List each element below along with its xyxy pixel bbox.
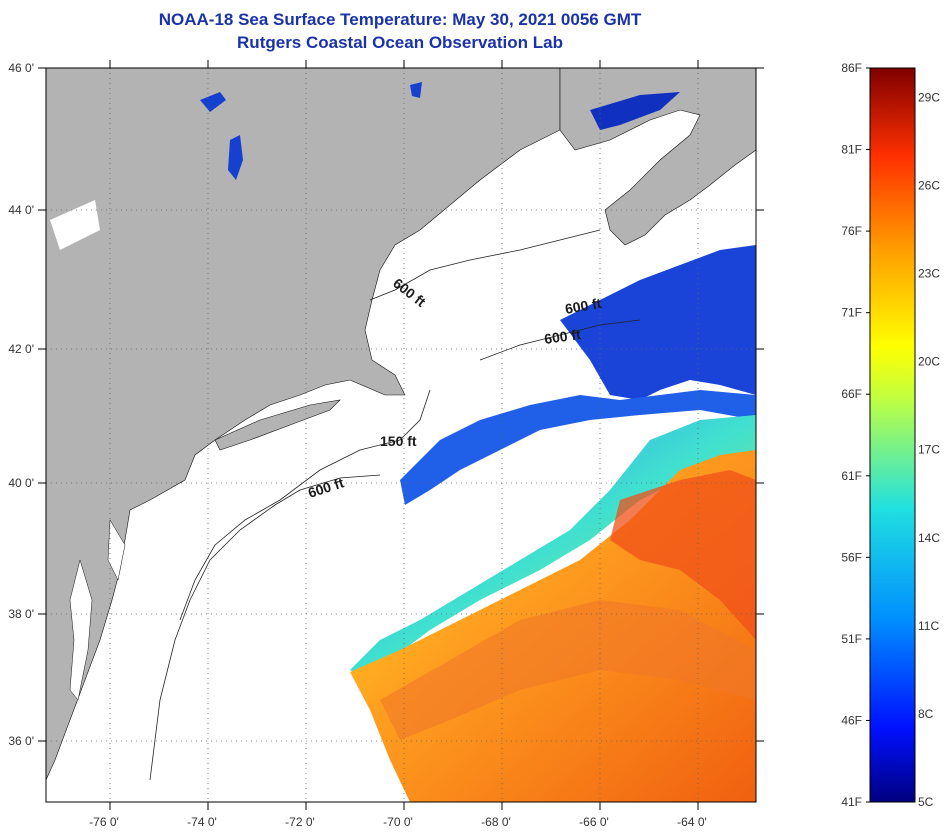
colorbar-c-label: 26C: [918, 178, 940, 192]
colorbar-f-label: 56F: [841, 550, 862, 564]
lon-label: -68 0': [481, 815, 511, 829]
white-inland-1: [50, 200, 100, 250]
colorbar-c-label: 11C: [918, 619, 939, 633]
colorbar-c-label: 29C: [918, 90, 940, 104]
land-us-mainland: [46, 68, 561, 781]
map-subtitle: Rutgers Coastal Ocean Observation Lab: [237, 33, 563, 52]
contour-150ft: [179, 389, 431, 621]
lon-label: -76 0': [89, 815, 119, 829]
sst-warm-core: [610, 470, 756, 640]
sst-cold-bay-of-fundy: [590, 92, 680, 130]
colorbar-f-label: 76F: [841, 224, 862, 238]
lon-label: -72 0': [285, 815, 315, 829]
lake-small: [410, 82, 422, 98]
lon-label: -64 0': [677, 815, 707, 829]
contour-label: 600 ft: [543, 326, 582, 347]
contour-label: 600 ft: [564, 295, 603, 317]
contour-600ft-gom: [369, 229, 601, 301]
map-title: NOAA-18 Sea Surface Temperature: May 30,…: [158, 10, 642, 29]
sst-cold-georges: [560, 245, 756, 400]
lat-label: 40 0': [8, 476, 34, 490]
land-long-island: [214, 399, 341, 451]
lat-label: 42 0': [8, 342, 34, 356]
lake-champlain: [228, 135, 243, 180]
lat-label: 38 0': [8, 607, 34, 621]
colorbar-f-label: 86F: [841, 61, 862, 75]
colorbar-f-label: 81F: [841, 143, 862, 157]
map-frame: [45, 67, 757, 803]
colorbar-celsius-ticks: 29C 26C 23C 20C 17C 14C 11C 8C 5C: [918, 90, 940, 809]
sst-warm-band: [380, 600, 756, 740]
colorbar-f-label: 41F: [841, 795, 862, 809]
colorbar-c-label: 14C: [918, 531, 940, 545]
graticule: [46, 68, 756, 802]
lake-north: [200, 92, 226, 112]
contour-600ft-south: [149, 474, 381, 781]
colorbar-c-label: 23C: [918, 267, 940, 281]
water-delaware-bay: [107, 519, 126, 581]
water-chesapeake-bay: [69, 559, 93, 701]
lon-label: -66 0': [579, 815, 609, 829]
colorbar-c-label: 20C: [918, 355, 940, 369]
sst-cold-shelf: [400, 390, 756, 505]
lon-label: -74 0': [187, 815, 217, 829]
lat-label: 44 0': [8, 203, 34, 217]
colorbar: [869, 67, 916, 803]
colorbar-f-label: 66F: [841, 387, 862, 401]
lat-label: 36 0': [8, 734, 34, 748]
colorbar-fahrenheit-ticks: 86F 81F 76F 71F 66F 61F 56F 51F 46F 41F: [841, 61, 870, 809]
lat-label: 46 0': [8, 61, 34, 75]
colorbar-f-label: 71F: [841, 306, 862, 320]
sst-front: [350, 415, 756, 675]
contour-label: 150 ft: [380, 433, 417, 449]
colorbar-f-label: 46F: [841, 713, 862, 727]
colorbar-c-label: 8C: [918, 707, 934, 721]
lon-label: -70 0': [383, 815, 413, 829]
colorbar-c-label: 17C: [918, 443, 940, 457]
axis-ticks: [38, 60, 764, 810]
colorbar-f-label: 51F: [841, 632, 862, 646]
colorbar-f-label: 61F: [841, 469, 862, 483]
contour-600ft-georges: [479, 319, 641, 361]
colorbar-c-label: 5C: [918, 795, 934, 809]
